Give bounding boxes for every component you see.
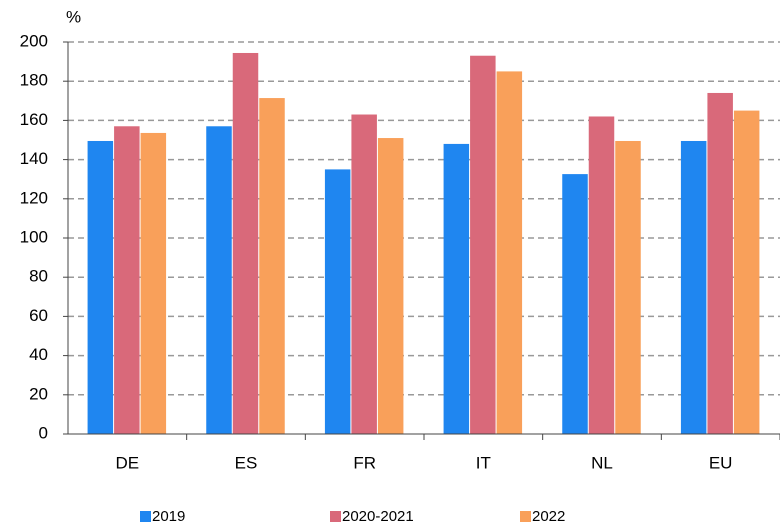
bar <box>680 140 707 435</box>
y-tick-label: 0 <box>39 423 48 442</box>
bar <box>443 143 470 435</box>
y-tick-label: 20 <box>29 384 48 403</box>
legend-swatch <box>140 511 151 522</box>
bar <box>206 126 232 434</box>
x-tick-label: NL <box>591 453 613 472</box>
y-tick-label: 60 <box>29 306 48 325</box>
bar <box>140 132 167 434</box>
bar <box>114 126 140 434</box>
legend-label: 2019 <box>152 508 185 525</box>
bar <box>707 92 733 435</box>
legend-swatch <box>330 511 341 522</box>
legend-label: 2022 <box>532 508 565 525</box>
y-tick-label: 140 <box>20 149 48 168</box>
bar <box>377 138 404 435</box>
y-tick-label: 100 <box>20 227 48 246</box>
y-tick-label: 160 <box>20 110 48 129</box>
y-tick-label: 180 <box>20 71 48 90</box>
bar <box>470 55 496 434</box>
bar <box>232 52 259 434</box>
bar <box>562 174 588 434</box>
bar <box>615 140 641 435</box>
y-tick-label: 80 <box>29 267 48 286</box>
bar <box>588 116 615 434</box>
y-tick-label: 120 <box>20 188 48 207</box>
bar <box>496 71 523 435</box>
x-tick-label: DE <box>116 453 140 472</box>
bar <box>351 114 377 435</box>
y-tick-label: 200 <box>20 31 48 50</box>
x-tick-label: FR <box>353 453 376 472</box>
bar <box>259 98 285 434</box>
y-tick-label: 40 <box>29 345 48 364</box>
y-axis-label: % <box>66 7 81 26</box>
x-tick-label: IT <box>476 453 491 472</box>
x-tick-label: EU <box>709 453 733 472</box>
legend-swatch <box>520 511 531 522</box>
bar <box>733 110 760 434</box>
legend-label: 2020-2021 <box>342 508 414 525</box>
x-tick-label: ES <box>235 453 258 472</box>
bar <box>87 140 114 435</box>
bar <box>324 169 351 434</box>
